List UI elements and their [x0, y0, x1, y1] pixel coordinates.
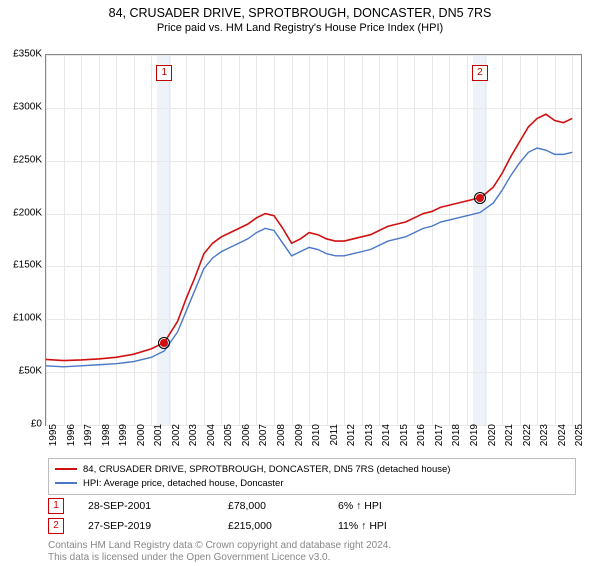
- xtick-label: 2020: [487, 424, 498, 454]
- legend-label-hpi: HPI: Average price, detached house, Donc…: [83, 478, 284, 489]
- sale-badge: 1: [156, 65, 172, 81]
- xtick-label: 2011: [329, 424, 340, 454]
- xtick-label: 1997: [83, 424, 94, 454]
- xtick-label: 2013: [364, 424, 375, 454]
- legend-item-property: 84, CRUSADER DRIVE, SPROTBROUGH, DONCAST…: [55, 462, 569, 476]
- series-hpi: [46, 148, 572, 367]
- xtick-label: 2016: [416, 424, 427, 454]
- footer-line-2: This data is licensed under the Open Gov…: [48, 552, 330, 563]
- xtick-label: 2012: [346, 424, 357, 454]
- xtick-label: 1999: [118, 424, 129, 454]
- sale-price-2: £215,000: [228, 520, 338, 532]
- ytick-label: £250K: [2, 154, 42, 165]
- xtick-label: 2010: [311, 424, 322, 454]
- sale-change-2: 11% ↑ HPI: [338, 520, 387, 532]
- ytick-label: £200K: [2, 207, 42, 218]
- xtick-label: 2002: [171, 424, 182, 454]
- xtick-label: 2006: [241, 424, 252, 454]
- sale-badge-1: 1: [48, 498, 64, 514]
- xtick-label: 2004: [206, 424, 217, 454]
- legend-swatch-hpi: [55, 482, 77, 484]
- sale-change-1: 6% ↑ HPI: [338, 500, 382, 512]
- xtick-label: 1996: [66, 424, 77, 454]
- chart-title: 84, CRUSADER DRIVE, SPROTBROUGH, DONCAST…: [0, 6, 600, 20]
- xtick-label: 2021: [504, 424, 515, 454]
- series-property: [46, 114, 572, 360]
- sale-badge-2: 2: [48, 518, 64, 534]
- sale-marker: [476, 194, 484, 202]
- xtick-label: 2022: [522, 424, 533, 454]
- xtick-label: 1995: [48, 424, 59, 454]
- chart-lines-svg: [46, 55, 581, 425]
- sale-date-1: 28-SEP-2001: [88, 500, 228, 512]
- legend-item-hpi: HPI: Average price, detached house, Donc…: [55, 476, 569, 490]
- xtick-label: 2003: [188, 424, 199, 454]
- xtick-label: 2017: [434, 424, 445, 454]
- sale-marker: [160, 339, 168, 347]
- ytick-label: £0: [2, 419, 42, 430]
- xtick-label: 1998: [101, 424, 112, 454]
- xtick-label: 2014: [381, 424, 392, 454]
- legend-swatch-property: [55, 468, 77, 470]
- xtick-label: 2019: [469, 424, 480, 454]
- xtick-label: 2008: [276, 424, 287, 454]
- xtick-label: 2018: [451, 424, 462, 454]
- legend: 84, CRUSADER DRIVE, SPROTBROUGH, DONCAST…: [48, 458, 576, 495]
- xtick-label: 2025: [574, 424, 585, 454]
- xtick-label: 2015: [399, 424, 410, 454]
- ytick-label: £300K: [2, 101, 42, 112]
- ytick-label: £150K: [2, 260, 42, 271]
- chart-subtitle: Price paid vs. HM Land Registry's House …: [0, 22, 600, 34]
- ytick-label: £350K: [2, 49, 42, 60]
- sale-row-1: 1 28-SEP-2001 £78,000 6% ↑ HPI: [48, 498, 382, 514]
- footer-line-1: Contains HM Land Registry data © Crown c…: [48, 540, 391, 551]
- xtick-label: 2024: [557, 424, 568, 454]
- chart-area: 12: [45, 54, 582, 426]
- sale-date-2: 27-SEP-2019: [88, 520, 228, 532]
- sale-row-2: 2 27-SEP-2019 £215,000 11% ↑ HPI: [48, 518, 387, 534]
- legend-label-property: 84, CRUSADER DRIVE, SPROTBROUGH, DONCAST…: [83, 464, 450, 475]
- ytick-label: £50K: [2, 366, 42, 377]
- xtick-label: 2000: [136, 424, 147, 454]
- xtick-label: 2009: [294, 424, 305, 454]
- xtick-label: 2001: [153, 424, 164, 454]
- ytick-label: £100K: [2, 313, 42, 324]
- xtick-label: 2007: [258, 424, 269, 454]
- xtick-label: 2023: [539, 424, 550, 454]
- xtick-label: 2005: [223, 424, 234, 454]
- sale-price-1: £78,000: [228, 500, 338, 512]
- sale-badge: 2: [472, 65, 488, 81]
